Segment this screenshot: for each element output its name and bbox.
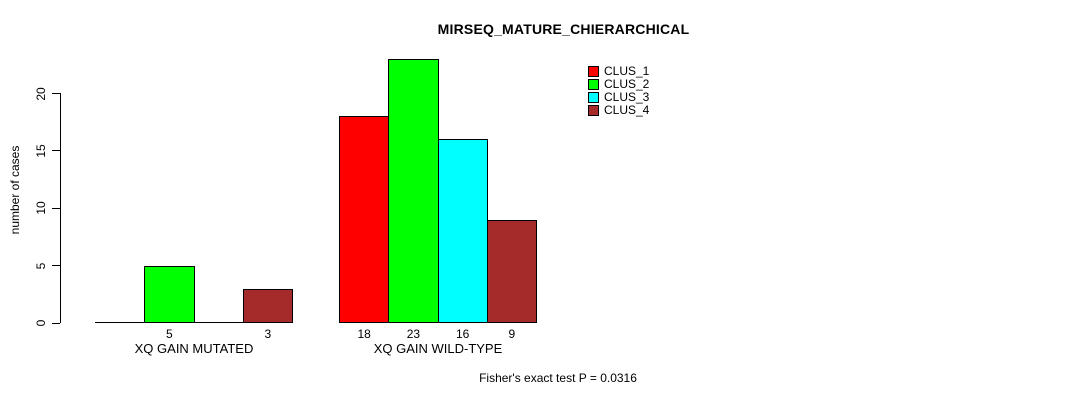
legend-swatch (588, 105, 599, 116)
x-category-label: XQ GAIN WILD-TYPE (373, 341, 503, 356)
y-axis-tick (52, 323, 60, 324)
legend-swatch (588, 92, 599, 103)
bar-value-label: 16 (455, 327, 470, 341)
legend-label: CLUS_4 (604, 103, 650, 117)
legend: CLUS_1 CLUS_2 CLUS_3 CLUS_4 (588, 64, 650, 118)
y-axis-tick (52, 150, 60, 151)
y-axis-tick (52, 208, 60, 209)
bar-value-label: 23 (406, 327, 421, 341)
y-axis-line (60, 93, 61, 323)
y-tick-label: 5 (34, 262, 48, 269)
bar (388, 59, 439, 323)
legend-swatch (588, 66, 599, 77)
bar (144, 265, 195, 323)
bar-value-label: 9 (508, 327, 516, 341)
bar (339, 116, 390, 323)
y-axis-tick (52, 93, 60, 94)
chart-title: MIRSEQ_MATURE_CHIERARCHICAL (437, 21, 690, 37)
y-tick-label: 0 (34, 319, 48, 327)
legend-item: CLUS_4 (588, 103, 650, 117)
y-tick-label: 20 (34, 86, 48, 101)
bar-value-label: 5 (166, 327, 173, 341)
legend-label: CLUS_1 (604, 64, 650, 78)
legend-label: CLUS_2 (604, 77, 650, 91)
legend-item: CLUS_1 (588, 64, 650, 78)
legend-swatch (588, 79, 599, 90)
bar (486, 219, 537, 323)
legend-item: CLUS_2 (588, 77, 650, 91)
y-tick-label: 10 (34, 201, 48, 215)
y-axis-title: number of cases (8, 145, 22, 235)
x-category-label: XQ GAIN MUTATED (134, 341, 254, 356)
legend-label: CLUS_3 (604, 90, 650, 104)
y-tick-label: 15 (34, 144, 48, 158)
legend-item: CLUS_3 (588, 90, 650, 104)
bar-value-label: 18 (357, 327, 371, 341)
bar-value-label: 3 (264, 327, 272, 341)
bar (242, 288, 293, 323)
annotation-text: Fisher's exact test P = 0.0316 (479, 371, 637, 385)
bar (437, 139, 488, 323)
y-axis-tick (52, 265, 60, 266)
